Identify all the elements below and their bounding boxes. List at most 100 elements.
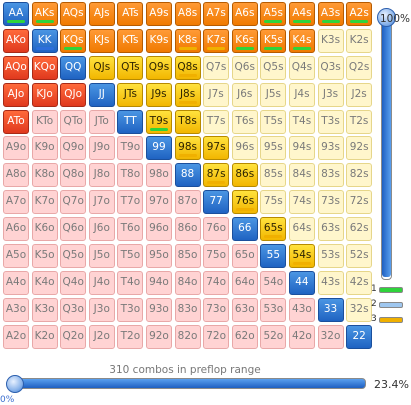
hand-cell-T7s[interactable]: T7s: [203, 109, 230, 134]
hand-cell-82s[interactable]: 82s: [346, 163, 373, 188]
hand-cell-A3o[interactable]: A3o: [3, 297, 29, 322]
hand-cell-96s[interactable]: 96s: [231, 136, 258, 161]
hand-cell-K5o[interactable]: K5o: [31, 244, 58, 269]
hand-cell-JTs[interactable]: JTs: [117, 82, 144, 107]
hand-cell-65s[interactable]: 65s: [260, 217, 287, 242]
hand-cell-Q8o[interactable]: Q8o: [60, 163, 87, 188]
hand-cell-83o[interactable]: 83o: [174, 297, 201, 322]
hand-cell-85s[interactable]: 85s: [260, 163, 287, 188]
hand-cell-93o[interactable]: 93o: [145, 297, 172, 322]
hand-cell-95o[interactable]: 95o: [145, 244, 172, 269]
hand-cell-T6o[interactable]: T6o: [117, 217, 144, 242]
hand-cell-K3o[interactable]: K3o: [31, 297, 58, 322]
hand-cell-Q2o[interactable]: Q2o: [60, 324, 87, 349]
hand-cell-K4o[interactable]: K4o: [31, 270, 58, 295]
hand-cell-QTo[interactable]: QTo: [60, 109, 87, 134]
hand-cell-97s[interactable]: 97s: [203, 136, 230, 161]
hand-cell-T3s[interactable]: T3s: [317, 109, 344, 134]
hand-cell-74s[interactable]: 74s: [288, 190, 315, 215]
hand-cell-J9s[interactable]: J9s: [145, 82, 172, 107]
hand-cell-K2o[interactable]: K2o: [31, 324, 58, 349]
hand-cell-TT[interactable]: TT: [117, 109, 144, 134]
hand-cell-54o[interactable]: 54o: [260, 270, 287, 295]
hand-cell-95s[interactable]: 95s: [260, 136, 287, 161]
hand-cell-KTs[interactable]: KTs: [117, 28, 144, 53]
hand-cell-ATo[interactable]: ATo: [3, 109, 29, 134]
hand-cell-A7s[interactable]: A7s: [203, 2, 230, 26]
hand-cell-74o[interactable]: 74o: [203, 270, 230, 295]
hand-cell-T8s[interactable]: T8s: [174, 109, 201, 134]
hand-cell-K6s[interactable]: K6s: [231, 28, 258, 53]
hand-cell-Q7o[interactable]: Q7o: [60, 190, 87, 215]
hand-cell-Q2s[interactable]: Q2s: [346, 55, 373, 80]
hand-cell-QJo[interactable]: QJo: [60, 82, 87, 107]
hand-cell-T2s[interactable]: T2s: [346, 109, 373, 134]
hand-cell-J2o[interactable]: J2o: [88, 324, 115, 349]
hand-cell-64o[interactable]: 64o: [231, 270, 258, 295]
hand-cell-Q7s[interactable]: Q7s: [203, 55, 230, 80]
hand-cell-AQo[interactable]: AQo: [3, 55, 29, 80]
hand-cell-J6o[interactable]: J6o: [88, 217, 115, 242]
legend-row-2[interactable]: 2: [371, 299, 409, 314]
hand-cell-K8s[interactable]: K8s: [174, 28, 201, 53]
hand-cell-AKo[interactable]: AKo: [3, 28, 29, 53]
hand-cell-K9s[interactable]: K9s: [145, 28, 172, 53]
hand-cell-87o[interactable]: 87o: [174, 190, 201, 215]
hand-cell-52s[interactable]: 52s: [346, 244, 373, 269]
hand-cell-AJs[interactable]: AJs: [88, 2, 115, 26]
hand-cell-K9o[interactable]: K9o: [31, 136, 58, 161]
hand-cell-84s[interactable]: 84s: [288, 163, 315, 188]
hand-cell-32o[interactable]: 32o: [317, 324, 344, 349]
hand-cell-Q9o[interactable]: Q9o: [60, 136, 87, 161]
hand-cell-65o[interactable]: 65o: [231, 244, 258, 269]
hand-cell-52o[interactable]: 52o: [260, 324, 287, 349]
hand-cell-A8o[interactable]: A8o: [3, 163, 29, 188]
hand-cell-J5s[interactable]: J5s: [260, 82, 287, 107]
hand-cell-J6s[interactable]: J6s: [231, 82, 258, 107]
hand-cell-K2s[interactable]: K2s: [346, 28, 373, 53]
hand-cell-KQo[interactable]: KQo: [31, 55, 58, 80]
hand-cell-K5s[interactable]: K5s: [260, 28, 287, 53]
legend-row-3[interactable]: 3: [371, 314, 409, 329]
hand-cell-J3s[interactable]: J3s: [317, 82, 344, 107]
hand-cell-Q4s[interactable]: Q4s: [288, 55, 315, 80]
hand-cell-KTo[interactable]: KTo: [31, 109, 58, 134]
hand-cell-J4s[interactable]: J4s: [288, 82, 315, 107]
hand-cell-96o[interactable]: 96o: [145, 217, 172, 242]
hand-cell-A4s[interactable]: A4s: [288, 2, 315, 26]
hand-cell-64s[interactable]: 64s: [288, 217, 315, 242]
hand-cell-T7o[interactable]: T7o: [117, 190, 144, 215]
range-percent-slider-thumb[interactable]: [6, 375, 24, 393]
hand-cell-KJo[interactable]: KJo: [31, 82, 58, 107]
hand-cell-A9s[interactable]: A9s: [145, 2, 172, 26]
hand-cell-99[interactable]: 99: [145, 136, 172, 161]
hand-cell-AA[interactable]: AA: [3, 2, 29, 26]
hand-cell-KK[interactable]: KK: [31, 28, 58, 53]
hand-cell-QJs[interactable]: QJs: [88, 55, 115, 80]
hand-cell-Q8s[interactable]: Q8s: [174, 55, 201, 80]
hand-cell-92s[interactable]: 92s: [346, 136, 373, 161]
hand-cell-A4o[interactable]: A4o: [3, 270, 29, 295]
hand-cell-A5s[interactable]: A5s: [260, 2, 287, 26]
hand-cell-53s[interactable]: 53s: [317, 244, 344, 269]
hand-cell-T4o[interactable]: T4o: [117, 270, 144, 295]
hand-cell-J8s[interactable]: J8s: [174, 82, 201, 107]
hand-cell-T6s[interactable]: T6s: [231, 109, 258, 134]
hand-cell-42s[interactable]: 42s: [346, 270, 373, 295]
hand-cell-76s[interactable]: 76s: [231, 190, 258, 215]
hand-cell-J3o[interactable]: J3o: [88, 297, 115, 322]
hand-cell-K8o[interactable]: K8o: [31, 163, 58, 188]
hand-cell-JTo[interactable]: JTo: [88, 109, 115, 134]
hand-cell-82o[interactable]: 82o: [174, 324, 201, 349]
hand-cell-63s[interactable]: 63s: [317, 217, 344, 242]
hand-cell-92o[interactable]: 92o: [145, 324, 172, 349]
hand-cell-Q6o[interactable]: Q6o: [60, 217, 87, 242]
hand-cell-ATs[interactable]: ATs: [117, 2, 144, 26]
hand-cell-73o[interactable]: 73o: [203, 297, 230, 322]
hand-cell-A6o[interactable]: A6o: [3, 217, 29, 242]
hand-cell-J9o[interactable]: J9o: [88, 136, 115, 161]
range-vertical-slider-thumb[interactable]: [377, 8, 396, 27]
hand-cell-98o[interactable]: 98o: [145, 163, 172, 188]
hand-cell-Q5o[interactable]: Q5o: [60, 244, 87, 269]
hand-cell-J4o[interactable]: J4o: [88, 270, 115, 295]
